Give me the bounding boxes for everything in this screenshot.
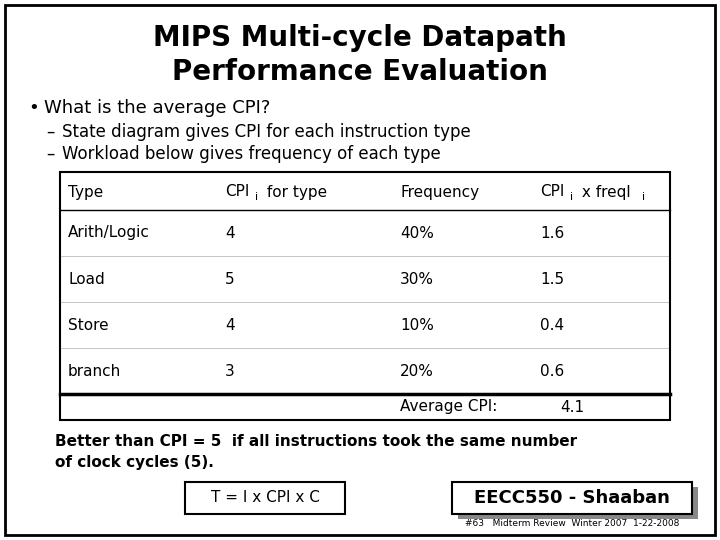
Text: i: i [570, 192, 573, 202]
Text: 3: 3 [225, 363, 235, 379]
Text: –: – [46, 123, 55, 141]
Text: 0.4: 0.4 [540, 318, 564, 333]
Text: CPI: CPI [225, 185, 249, 199]
Text: 30%: 30% [400, 272, 434, 287]
Bar [185, 482, 345, 514]
Text: Frequency: Frequency [400, 185, 479, 199]
Text: Type: Type [68, 185, 103, 199]
Text: 40%: 40% [400, 226, 434, 240]
Text: Average CPI:: Average CPI: [400, 400, 498, 415]
Text: T = I x CPI x C: T = I x CPI x C [210, 490, 320, 505]
Text: for type: for type [262, 185, 327, 199]
Text: Arith/Logic: Arith/Logic [68, 226, 150, 240]
Text: Load: Load [68, 272, 104, 287]
Text: Better than CPI = 5  if all instructions took the same number: Better than CPI = 5 if all instructions … [55, 435, 577, 449]
Text: Store: Store [68, 318, 109, 333]
Text: EECC550 - Shaaban: EECC550 - Shaaban [474, 489, 670, 507]
Text: i: i [642, 192, 645, 202]
Text: 5: 5 [225, 272, 235, 287]
Bar [60, 172, 670, 420]
Text: 1.6: 1.6 [540, 226, 564, 240]
Text: Workload below gives frequency of each type: Workload below gives frequency of each t… [62, 145, 441, 163]
Text: 1.5: 1.5 [540, 272, 564, 287]
Text: x freql: x freql [577, 185, 631, 199]
Text: branch: branch [68, 363, 121, 379]
Text: CPI: CPI [540, 185, 564, 199]
Text: 4: 4 [225, 318, 235, 333]
Bar [452, 482, 692, 514]
Bar [458, 487, 698, 519]
Text: 4.1: 4.1 [560, 400, 584, 415]
Text: MIPS Multi-cycle Datapath: MIPS Multi-cycle Datapath [153, 24, 567, 52]
Text: of clock cycles (5).: of clock cycles (5). [55, 455, 214, 469]
Text: 20%: 20% [400, 363, 434, 379]
Text: State diagram gives CPI for each instruction type: State diagram gives CPI for each instruc… [62, 123, 471, 141]
Text: Performance Evaluation: Performance Evaluation [172, 58, 548, 86]
Text: 0.6: 0.6 [540, 363, 564, 379]
Text: What is the average CPI?: What is the average CPI? [44, 99, 271, 117]
Text: 10%: 10% [400, 318, 434, 333]
Text: –: – [46, 145, 55, 163]
Text: •: • [28, 99, 39, 117]
Text: #63   Midterm Review  Winter 2007  1-22-2008: #63 Midterm Review Winter 2007 1-22-2008 [465, 519, 679, 529]
Text: i: i [255, 192, 258, 202]
Text: 4: 4 [225, 226, 235, 240]
